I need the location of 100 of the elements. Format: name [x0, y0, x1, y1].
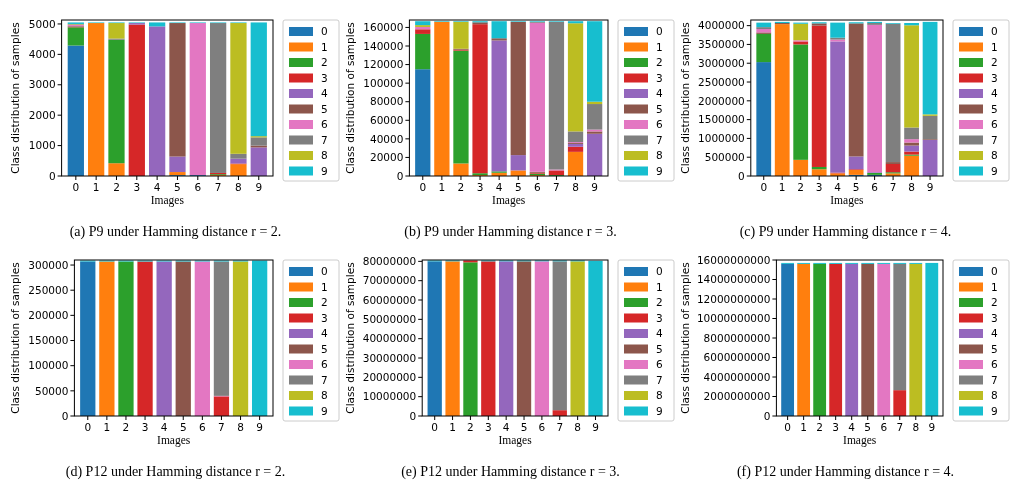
- legend-label: 0: [321, 265, 328, 277]
- legend-label: 4: [656, 327, 663, 339]
- y-tick-label: 300000: [28, 258, 69, 271]
- x-tick-label: 2: [797, 181, 805, 193]
- y-axis-title: Class distribution of samples: [344, 22, 356, 174]
- x-tick-label: 4: [495, 181, 503, 193]
- y-tick-label: 150000: [28, 334, 69, 347]
- y-tick-label: 20000000: [362, 371, 417, 384]
- x-tick-label: 4: [502, 421, 510, 433]
- y-tick-label: 4000: [28, 48, 56, 61]
- y-tick-label: 1500000: [698, 113, 745, 126]
- x-tick-label: 4: [160, 421, 168, 433]
- legend-label: 3: [656, 311, 663, 324]
- x-tick-label: 8: [908, 181, 915, 193]
- y-tick-label: 3500000: [698, 38, 745, 51]
- x-axis-title: Images: [498, 434, 533, 447]
- y-tick-label: 140000: [363, 39, 404, 52]
- legend-label: 7: [656, 373, 663, 386]
- y-tick-label: 0: [61, 409, 69, 422]
- y-tick-label: 50000000: [362, 313, 417, 326]
- y-axis-title: Class distribution of samples: [679, 22, 691, 174]
- legend-label: 7: [656, 133, 663, 146]
- legend-label: 8: [656, 149, 663, 161]
- x-tick-label: 7: [889, 181, 897, 193]
- x-tick-label: 5: [514, 181, 522, 193]
- y-tick-label: 50000: [34, 384, 69, 397]
- legend-label: 1: [991, 280, 998, 293]
- x-tick-label: 3: [133, 181, 141, 193]
- y-tick-label: 2000: [28, 108, 56, 121]
- x-tick-label: 1: [800, 421, 807, 433]
- x-tick-label: 9: [592, 421, 599, 433]
- x-tick-label: 9: [256, 421, 263, 433]
- x-tick-label: 3: [815, 181, 823, 193]
- x-tick-label: 2: [113, 181, 120, 193]
- y-tick-label: 0: [409, 409, 417, 422]
- x-axis-title: Images: [150, 194, 185, 207]
- legend-label: 8: [656, 389, 663, 401]
- legend-label: 9: [656, 164, 663, 177]
- y-tick-label: 5000: [28, 17, 56, 30]
- y-tick-label: 40000: [369, 132, 404, 145]
- y-tick-label: 80000: [369, 95, 404, 108]
- legend-label: 1: [991, 40, 998, 53]
- y-tick-label: 60000000: [362, 293, 417, 306]
- legend-label: 6: [321, 358, 328, 370]
- x-tick-label: 9: [928, 421, 936, 433]
- legend-label: 6: [656, 118, 663, 130]
- y-tick-label: 12000000000: [696, 292, 771, 305]
- y-tick-label: 0: [48, 169, 56, 182]
- x-tick-label: 6: [194, 181, 202, 193]
- y-tick-label: 2000000000: [703, 390, 771, 403]
- y-tick-label: 8000000000: [703, 331, 771, 344]
- legend-label: 5: [321, 102, 328, 115]
- legend-label: 0: [991, 265, 998, 277]
- legend-label: 2: [656, 56, 663, 68]
- legend-label: 6: [991, 118, 998, 130]
- y-tick-label: 10000000000: [696, 312, 771, 325]
- legend-label: 7: [991, 133, 998, 146]
- legend-label: 1: [321, 280, 328, 293]
- y-tick-label: 120000: [363, 58, 404, 71]
- y-tick-label: 3000: [28, 78, 56, 91]
- legend-label: 6: [321, 118, 328, 130]
- legend-label: 6: [991, 358, 998, 370]
- y-tick-label: 100000: [28, 359, 69, 372]
- legend-label: 2: [321, 56, 328, 68]
- x-tick-label: 2: [122, 421, 130, 433]
- legend-label: 5: [656, 102, 663, 115]
- text: (e) P12 under Hamming distance r = 3.: [401, 464, 620, 480]
- y-tick-label: 6000000000: [703, 351, 771, 364]
- legend-label: 2: [656, 296, 663, 308]
- legend-label: 0: [656, 25, 663, 37]
- x-tick-label: 7: [553, 181, 560, 193]
- x-tick-label: 9: [926, 181, 934, 193]
- x-tick-label: 7: [218, 421, 225, 433]
- legend-label: 5: [321, 342, 328, 355]
- x-tick-label: 8: [572, 181, 579, 193]
- y-tick-label: 16000000000: [696, 253, 771, 266]
- legend-label: 8: [991, 389, 998, 401]
- x-tick-label: 0: [784, 421, 791, 433]
- x-tick-label: 8: [235, 181, 242, 193]
- x-tick-label: 0: [72, 181, 80, 193]
- y-tick-label: 80000000: [362, 255, 417, 268]
- x-tick-label: 5: [520, 421, 528, 433]
- legend-label: 5: [991, 342, 998, 355]
- y-tick-label: 30000000: [362, 351, 417, 364]
- y-tick-label: 250000: [28, 283, 69, 296]
- legend-label: 6: [656, 358, 663, 370]
- x-tick-label: 6: [538, 421, 546, 433]
- x-tick-label: 5: [174, 181, 181, 193]
- y-tick-label: 500000: [704, 150, 745, 163]
- x-tick-label: 1: [438, 181, 446, 193]
- x-tick-label: 8: [237, 421, 244, 433]
- x-tick-label: 2: [457, 181, 465, 193]
- text: (b) P9 under Hamming distance r = 3.: [404, 224, 617, 240]
- y-tick-label: 1000: [28, 139, 56, 152]
- y-axis-title: Class distribution of samples: [344, 262, 356, 414]
- x-tick-label: 9: [255, 181, 263, 193]
- legend-label: 1: [321, 40, 328, 53]
- y-tick-label: 1000000: [698, 132, 745, 145]
- x-tick-label: 3: [832, 421, 840, 433]
- y-tick-label: 100000: [363, 76, 404, 89]
